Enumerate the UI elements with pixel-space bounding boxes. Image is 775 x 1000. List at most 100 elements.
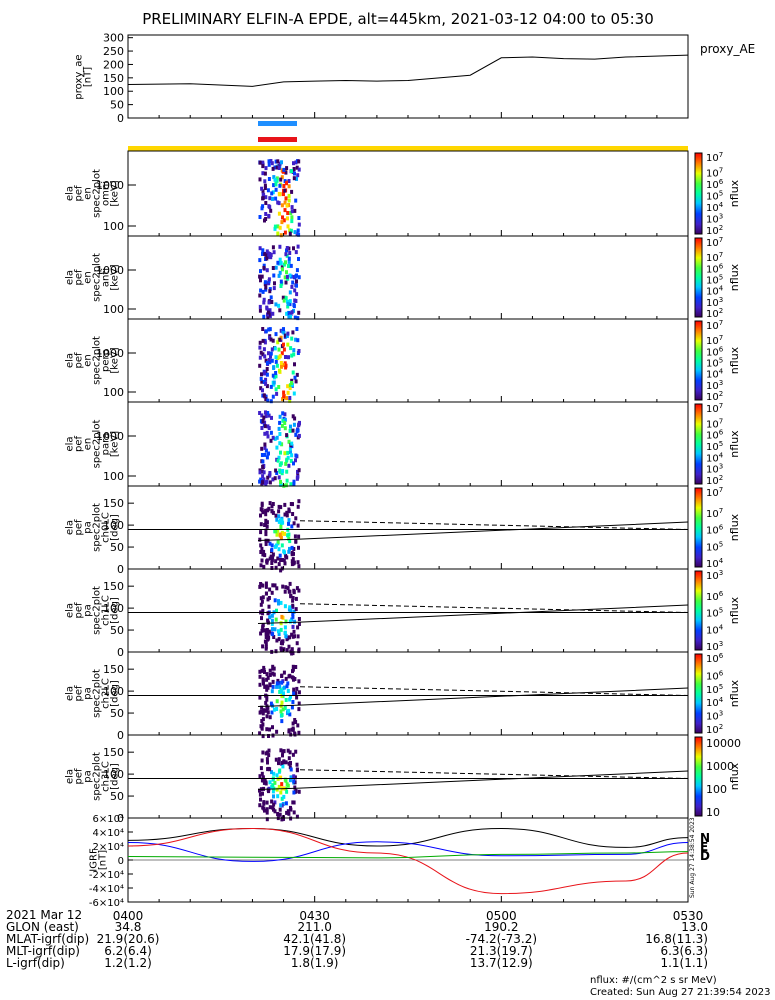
spectrogram-pixel [280, 680, 284, 685]
figure-title: PRELIMINARY ELFIN-A EPDE, alt=445km, 202… [142, 10, 654, 28]
spectrogram-pixel [271, 627, 274, 632]
spectrogram-pixel [289, 594, 293, 599]
spectrogram-pixel [269, 159, 273, 163]
spectrogram-pixel [267, 159, 271, 164]
spectrogram-pixel [289, 458, 293, 463]
spectrogram-pixel [282, 262, 286, 267]
spectrogram-pixel [263, 452, 267, 457]
spectrogram-pixel [274, 529, 278, 534]
spectrogram-pixel [279, 450, 282, 455]
spectrogram-pixel [281, 363, 285, 368]
spectrogram-pixel [286, 331, 290, 336]
panel-omni-ylabel-line: spec2plot [92, 169, 103, 218]
spectrogram-pixel [258, 304, 262, 309]
spectrogram-pixel [258, 803, 262, 808]
spectrogram-pixel [292, 810, 296, 815]
spectrogram-pixel [284, 634, 288, 639]
spectrogram-pixel [286, 342, 290, 347]
spectrogram-pixel [267, 635, 271, 640]
spectrogram-pixel [271, 245, 275, 250]
spectrogram-pixel [282, 192, 285, 196]
spectrogram-pixel [266, 475, 270, 480]
spectrogram-pixel [268, 480, 272, 485]
spectrogram-pixel [274, 265, 278, 270]
spectrogram-pixel [285, 648, 289, 653]
spectrogram-pixel [297, 232, 301, 237]
spectrogram-pixel [271, 477, 275, 482]
spectrogram-pixel [279, 525, 283, 529]
spectrogram-pixel [277, 504, 281, 509]
proxy-ae-frame [127, 34, 689, 119]
spectrogram-pixel [274, 332, 278, 337]
spectrogram-pixel [292, 461, 295, 466]
spectrogram-pixel [259, 543, 263, 548]
spectrogram-pixel [270, 558, 274, 563]
panel-ch0lc-ylabel-line: [deg] [110, 514, 121, 541]
spectrogram-pixel [261, 611, 265, 616]
spectrogram-pixel [289, 482, 293, 487]
spectrogram-pixel [280, 203, 284, 208]
panel-anti-ylabel-line: [keV] [110, 264, 121, 290]
panel-perp-colorbar [694, 320, 703, 401]
spectrogram-pixel [288, 228, 292, 233]
spectrogram-pixel [288, 539, 292, 544]
spectrogram-pixel [277, 761, 280, 766]
spectrogram-pixel [289, 767, 293, 772]
spectrogram-pixel [286, 299, 289, 304]
spectrogram-pixel [292, 391, 296, 396]
spectrogram-pixel [269, 354, 272, 359]
spectrogram-pixel [278, 462, 282, 467]
panel-ch0lc-ztick-label-exponent: 4 [719, 557, 724, 565]
panel-ch1lc-ylabel-line: pef [74, 602, 85, 619]
spectrogram-pixel [278, 469, 282, 474]
spectrogram-pixel [263, 340, 267, 345]
spectrogram-pixel [259, 376, 263, 381]
spectrogram-pixel [262, 549, 266, 554]
spectrogram-pixel [290, 169, 293, 174]
spectrogram-pixel [296, 338, 300, 343]
spectrogram-pixel [258, 479, 262, 484]
spectrogram-pixel [274, 359, 278, 364]
spectrogram-pixel [266, 398, 270, 403]
spectrogram-pixel [263, 420, 267, 425]
spectrogram-pixel [261, 459, 265, 464]
spectrogram-pixel [274, 559, 278, 564]
spectrogram-pixel [295, 372, 299, 377]
panel-anti-zlabel: nflux [728, 263, 741, 291]
spectrogram-pixel [270, 710, 274, 715]
spectrogram-pixel [280, 673, 284, 678]
spectrogram-pixel [258, 246, 262, 251]
spectrogram-pixel [284, 196, 288, 201]
spectrogram-pixel [283, 451, 287, 456]
spectrogram-pixel [277, 519, 281, 524]
spectrogram-pixel [267, 213, 271, 218]
proxy-ae-ytick-label: 300 [103, 32, 124, 45]
time-label: 0500 [486, 909, 517, 923]
spectrogram-pixel [268, 308, 272, 313]
spectrogram-pixel [277, 455, 281, 460]
spectrogram-pixel [283, 777, 287, 782]
spectrogram-pixel [275, 586, 279, 591]
spectrogram-pixel [268, 205, 272, 210]
spectrogram-pixel [297, 216, 301, 220]
igrf-series-z [127, 851, 689, 859]
spectrogram-pixel [276, 340, 280, 345]
spectrogram-pixel [284, 355, 287, 359]
spectrogram-pixel [294, 299, 298, 303]
spectrogram-pixel [275, 638, 279, 643]
panel-ch2lc-ztick-label-exponent: 3 [719, 710, 723, 718]
spectrogram-pixel [266, 508, 270, 513]
spectrogram-pixel [280, 423, 284, 428]
spectrogram-pixel [265, 757, 269, 762]
spectrogram-pixel [280, 543, 284, 548]
spectrogram-pixel [273, 476, 277, 481]
spectrogram-pixel [285, 334, 289, 338]
panel-para-colorbar [694, 403, 703, 485]
panel-omni-ylabel-line: pef [74, 185, 85, 202]
spectrogram-pixel [279, 233, 283, 238]
spectrogram-pixel [284, 333, 287, 338]
spectrogram-pixel [292, 246, 295, 251]
ephemeris-value: 1.8(1.9) [290, 956, 339, 970]
spectrogram-pixel [290, 441, 294, 446]
